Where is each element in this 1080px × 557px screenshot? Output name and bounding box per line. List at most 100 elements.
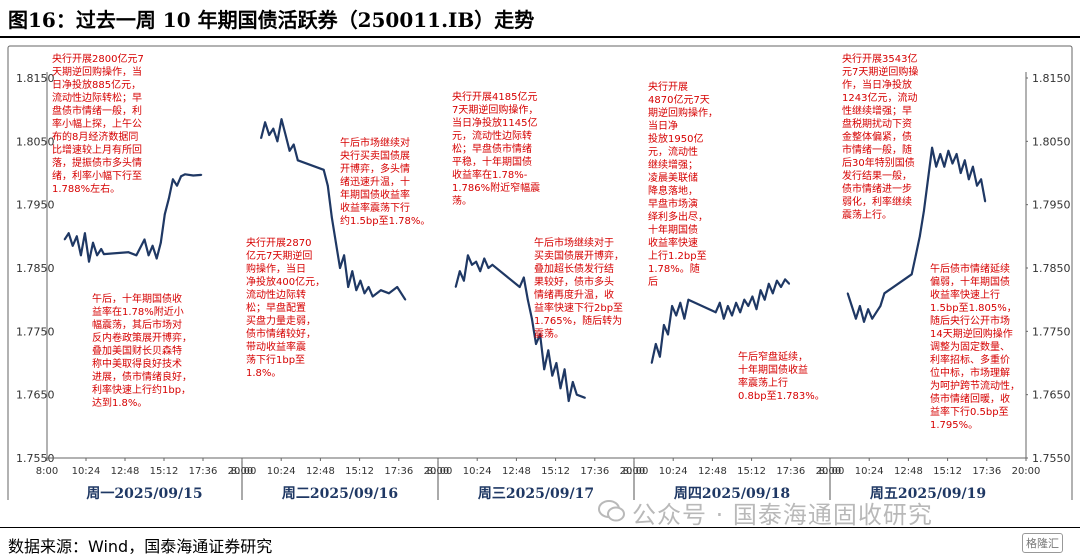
annotation-line: 盘税期扰动下资: [842, 117, 912, 130]
data-point: [854, 317, 857, 320]
data-point: [458, 270, 461, 273]
y-tick-right: 1.7650: [1032, 389, 1071, 402]
x-tick-label: 10:24: [267, 466, 296, 477]
day-label: 周一2025/09/15: [86, 486, 202, 500]
annotation-1: 央行开展3543亿元7天期逆回购操作，当日净投放 1243亿元，流动性继续增强；早…: [842, 52, 918, 221]
data-point: [296, 159, 299, 162]
data-point: [863, 320, 865, 323]
annotation-1: 央行开展2800亿元7 天期逆回购操作，当日净投放885亿元，流动性边际转松；早盘…: [52, 52, 144, 195]
data-point: [335, 241, 337, 244]
annotation-line: 金整体偏紧，债: [842, 130, 912, 143]
annotation-line: 1.8%。: [246, 368, 281, 379]
annotation-line: 市情绪一般，随: [842, 143, 912, 156]
day-label: 周四2025/09/18: [674, 486, 790, 500]
annotation-line: 率震荡上行: [738, 376, 788, 389]
annotation-line: 开博弈，多头情: [340, 162, 410, 175]
watermark-text: 公众号 · 国泰海通固收研究: [632, 501, 933, 529]
data-point: [483, 257, 486, 260]
y-tick-right: 1.8050: [1032, 135, 1071, 148]
data-point: [675, 314, 678, 317]
yield-line: [63, 173, 202, 263]
y-tick-left: 1.7750: [16, 325, 55, 338]
annotation-line: 当日净: [648, 119, 678, 132]
annotation-line: 落，提振债市多头情: [52, 156, 142, 169]
data-point: [526, 298, 529, 301]
data-point: [931, 146, 933, 149]
chart-title: 图16：过去一周 10 年期国债活跃券（250011.IB）走势: [8, 8, 535, 32]
data-point: [543, 368, 546, 371]
data-point: [388, 292, 390, 295]
data-point: [339, 267, 341, 269]
annotation-line: 1243亿元，流动: [842, 91, 917, 104]
data-point: [714, 311, 717, 314]
data-point: [731, 314, 733, 317]
annotation-line: 元，流动性: [648, 145, 698, 158]
data-point: [547, 349, 550, 352]
data-point: [404, 298, 407, 301]
annotation-line: 1.78%。随: [648, 262, 700, 275]
day-label: 周五2025/09/19: [870, 486, 986, 500]
brand-logo: 格隆汇: [1022, 533, 1063, 553]
x-tick-label: 8:00: [427, 466, 449, 477]
data-point: [788, 282, 791, 285]
annotation-line: 1.795%。: [930, 420, 978, 431]
annotation-line: 日净投放885亿元，: [52, 78, 141, 91]
annotation-line: 央行开展2870: [246, 236, 311, 249]
data-source: 数据来源：Wind，国泰海通证券研究: [8, 537, 273, 556]
annotation-line: 元7天期逆回购操: [842, 65, 918, 78]
y-tick-right: 1.7950: [1032, 199, 1071, 212]
annotation-line: 比增速较上月有所回: [52, 143, 142, 156]
data-point: [743, 298, 746, 301]
x-tick-label: 17:36: [384, 466, 413, 477]
data-point: [522, 276, 525, 279]
data-point: [84, 232, 86, 235]
data-point: [102, 253, 105, 255]
x-tick-label: 10:24: [855, 466, 884, 477]
data-point: [658, 355, 661, 358]
annotation-line: 绎利多出尽，: [648, 210, 708, 223]
data-point: [363, 292, 366, 295]
annotation-2: 午后债市情绪延续偏弱，十年期国债收益率快速上行 1.5bp至1.805%，随后央行…: [930, 262, 1020, 431]
data-point: [984, 200, 987, 203]
data-point: [531, 317, 533, 320]
data-point: [747, 305, 750, 307]
data-point: [147, 254, 150, 257]
data-point: [491, 263, 494, 266]
annotation-line: 午后窄盘延续，: [738, 350, 808, 363]
annotation-line: 债市情绪较好，: [246, 327, 316, 340]
annotation-line: 性继续增强；早: [842, 104, 912, 117]
data-point: [735, 301, 737, 304]
annotation-line: 绪，利率小幅下行至: [52, 169, 142, 182]
annotation-line: 后30年特别国债: [842, 156, 915, 169]
y-tick-right: 1.7550: [1032, 452, 1071, 465]
x-tick-label: 17:36: [776, 466, 805, 477]
annotation-line: 午后债市情绪延续: [930, 262, 1010, 275]
annotation-line: 果较好，债市多头: [534, 275, 614, 288]
data-point: [63, 238, 66, 241]
data-point: [539, 333, 541, 336]
data-point: [127, 251, 130, 254]
annotation-line: 利率快速上行约1bp，: [92, 383, 191, 396]
data-point: [163, 213, 166, 216]
x-tick-label: 15:12: [737, 466, 766, 477]
data-point: [927, 178, 929, 181]
annotation-line: 十年期国债收益: [738, 363, 808, 376]
annotation-line: 调整为固定数量、: [930, 340, 1010, 353]
annotation-line: 早盘市场演: [648, 197, 698, 210]
y-tick-right: 1.7850: [1032, 262, 1071, 275]
data-point: [759, 289, 762, 292]
data-point: [914, 254, 917, 257]
annotation-line: 14天期逆回购操作: [930, 327, 1013, 340]
data-point: [980, 178, 982, 181]
data-point: [518, 286, 521, 288]
data-point: [379, 289, 382, 292]
data-point: [771, 292, 774, 295]
x-tick-label: 10:24: [463, 466, 492, 477]
annotation-line: 为呵护跨节流动性，: [930, 379, 1020, 392]
data-point: [955, 153, 958, 155]
x-tick-label: 12:48: [502, 466, 531, 477]
x-tick-label: 12:48: [894, 466, 923, 477]
annotation-line: 凌晨美联储: [648, 171, 698, 184]
annotation-line: 央行开展3543亿: [842, 52, 917, 65]
data-point: [584, 396, 586, 399]
